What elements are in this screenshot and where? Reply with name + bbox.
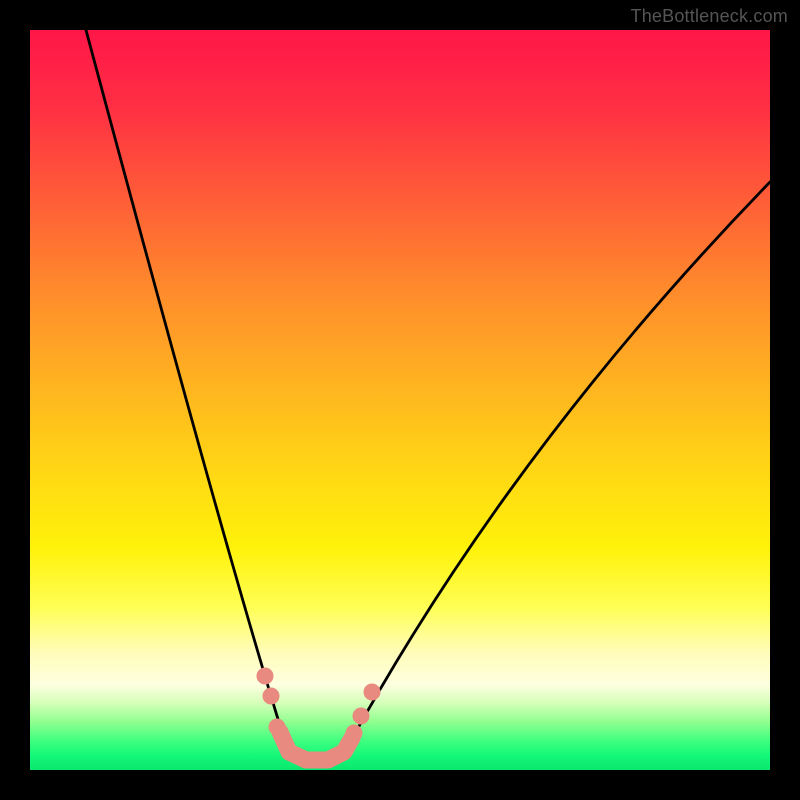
marker-point: [269, 719, 285, 735]
bottleneck-chart-svg: [0, 0, 800, 800]
marker-point: [364, 684, 380, 700]
marker-point: [263, 688, 279, 704]
marker-point: [353, 708, 369, 724]
marker-point: [346, 725, 362, 741]
watermark-text: TheBottleneck.com: [631, 6, 788, 27]
chart-container: TheBottleneck.com: [0, 0, 800, 800]
marker-point: [257, 668, 273, 684]
